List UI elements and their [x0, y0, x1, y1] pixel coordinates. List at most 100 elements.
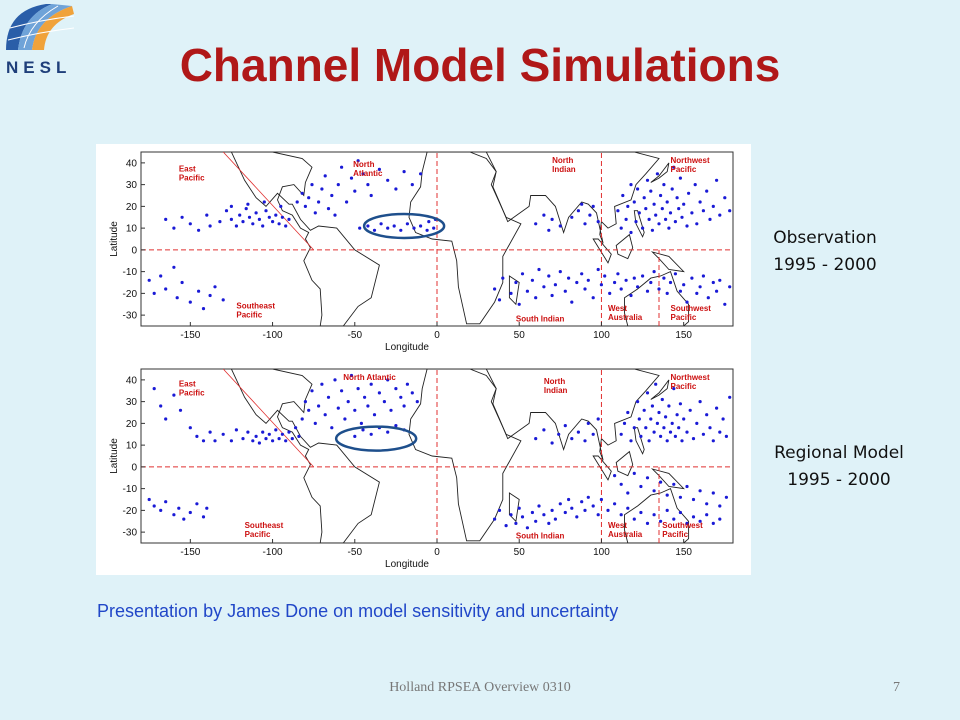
storm-point	[402, 404, 406, 408]
storm-point	[711, 439, 715, 443]
coastline-6	[650, 468, 685, 490]
storm-point	[675, 196, 679, 200]
storm-point	[218, 220, 222, 224]
storm-point	[652, 489, 656, 493]
storm-point	[586, 278, 590, 282]
storm-point	[667, 404, 671, 408]
storm-point	[177, 506, 181, 510]
page-number: 7	[893, 680, 900, 695]
coastline-8	[650, 162, 670, 183]
storm-point	[691, 515, 696, 519]
storm-point	[261, 430, 265, 434]
storm-point	[389, 408, 393, 412]
storm-point	[234, 428, 238, 432]
storm-point	[680, 439, 684, 443]
storm-point	[698, 285, 702, 289]
storm-point	[542, 213, 546, 217]
storm-point	[241, 220, 245, 224]
storm-point	[575, 280, 579, 285]
y-tick-label: 0	[131, 462, 137, 473]
storm-point	[336, 183, 340, 187]
storm-point	[672, 165, 676, 169]
storm-point	[659, 519, 663, 523]
storm-point	[346, 400, 350, 404]
storm-point	[570, 300, 574, 304]
storm-point	[672, 517, 676, 521]
storm-point	[353, 434, 357, 438]
storm-point	[247, 215, 252, 219]
storm-point	[670, 187, 674, 191]
storm-point	[636, 400, 640, 404]
storm-point	[570, 215, 574, 219]
region-label: North Atlantic	[353, 160, 383, 178]
storm-point	[677, 426, 681, 430]
storm-point	[197, 289, 201, 293]
storm-point	[493, 287, 497, 291]
storm-point	[197, 228, 201, 232]
storm-point	[662, 276, 666, 280]
storm-point	[303, 400, 307, 404]
x-tick-label: 100	[593, 330, 610, 341]
storm-point	[723, 302, 727, 306]
storm-point	[657, 287, 661, 291]
slide-title: Channel Model Simulations	[179, 39, 781, 91]
storm-point	[415, 400, 419, 404]
storm-point	[279, 204, 283, 208]
observation-label: Observation 1995 - 2000	[760, 225, 890, 279]
storm-point	[665, 439, 669, 443]
storm-point	[330, 426, 334, 430]
storm-point	[660, 397, 664, 402]
storm-point	[652, 513, 656, 517]
region-label: West Australia	[608, 304, 643, 322]
storm-point	[412, 226, 416, 230]
storm-point	[583, 508, 587, 512]
storm-point	[642, 408, 646, 412]
storm-point	[497, 298, 502, 302]
storm-point	[659, 434, 663, 438]
storm-point	[201, 307, 206, 311]
storm-point	[366, 224, 370, 228]
storm-point	[682, 283, 686, 287]
storm-point	[271, 439, 275, 443]
storm-point	[372, 413, 377, 417]
storm-point	[619, 226, 623, 230]
storm-point	[530, 510, 534, 515]
storm-point	[323, 413, 327, 417]
storm-point	[673, 220, 678, 224]
storm-point	[645, 178, 650, 182]
coastline-3	[624, 270, 690, 326]
y-tick-label: -10	[123, 484, 138, 495]
storm-point	[596, 220, 600, 224]
storm-point	[662, 426, 666, 430]
storm-point	[547, 228, 551, 232]
storm-point	[382, 400, 386, 404]
storm-point	[261, 224, 265, 228]
storm-point	[724, 495, 729, 499]
storm-point	[715, 406, 719, 410]
storm-point	[583, 439, 587, 443]
storm-point	[624, 278, 628, 282]
y-tick-label: 20	[126, 202, 138, 213]
storm-point	[537, 267, 541, 272]
observation-label-line2: 1995 - 2000	[773, 255, 877, 275]
storm-point	[310, 389, 314, 393]
storm-point	[353, 408, 357, 412]
storm-point	[645, 521, 650, 525]
observation-map-chart: East Pacific North Atlantic North Indian North…	[109, 151, 734, 353]
storm-point	[310, 183, 314, 187]
storm-point	[708, 426, 712, 430]
storm-point	[645, 391, 650, 395]
storm-point	[685, 300, 689, 304]
storm-point	[267, 215, 271, 219]
storm-point	[178, 408, 183, 412]
regional-model-map-chart: East Pacific North Atlantic North Indian Nort…	[109, 368, 734, 570]
storm-point	[596, 267, 600, 272]
storm-point	[708, 217, 712, 221]
region-label: North Indian	[544, 377, 568, 395]
storm-point	[427, 220, 431, 224]
x-tick-label: -150	[180, 547, 200, 558]
storm-point	[188, 510, 192, 515]
storm-point	[159, 508, 163, 512]
storm-point	[652, 430, 656, 434]
storm-point	[678, 176, 683, 180]
